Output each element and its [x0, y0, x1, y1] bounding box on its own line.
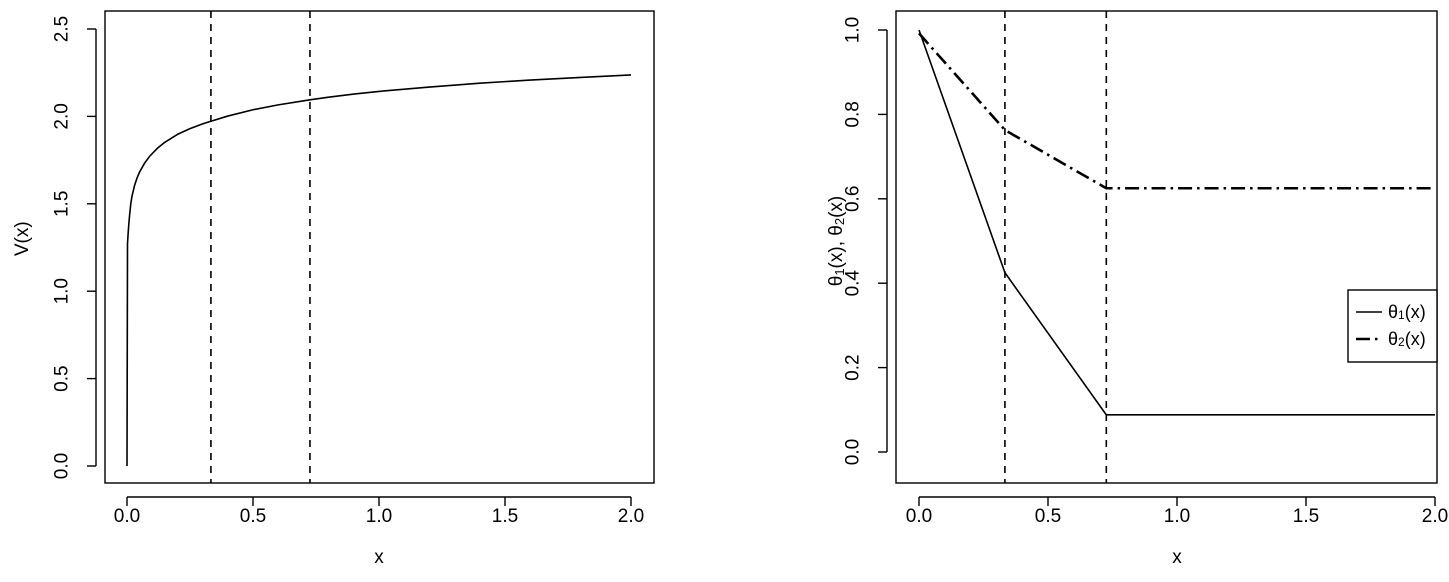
x-axis-title: x — [374, 547, 384, 568]
plot-box-right — [895, 10, 1438, 484]
x-tick-label: 2.0 — [1422, 506, 1448, 527]
series-line — [918, 32, 1435, 190]
x-tick-label: 0.5 — [1035, 506, 1061, 527]
x-tick-label: 2.0 — [618, 506, 644, 527]
plot-box-left — [104, 10, 655, 484]
data-series-left — [126, 74, 632, 467]
x-tick-label: 0.5 — [240, 506, 266, 527]
x-axis-title: x — [1172, 547, 1182, 568]
x-tick-label: 1.0 — [1164, 506, 1190, 527]
y-tick-label: 0.2 — [843, 354, 864, 380]
y-tick-label: 1.5 — [52, 191, 73, 217]
y-tick-label: 1.0 — [52, 278, 73, 304]
left-plot-svg: 0.0 0.5 1.0 1.5 2.0 0.0 0.5 1.0 1.5 2.0 2.5 x V(x) — [12, 10, 655, 568]
series-line — [918, 29, 1435, 416]
legend-label-2: θ2(x) — [1388, 329, 1426, 349]
y-tick-label: 1.0 — [843, 17, 864, 43]
vertical-reference-lines-right — [1004, 11, 1108, 483]
x-tick-label: 1.0 — [366, 506, 392, 527]
y-axis-title-text: θ1(x), θ2(x) — [826, 196, 848, 287]
y-tick-label: 0.5 — [52, 365, 73, 391]
x-tick-label: 1.5 — [1293, 506, 1319, 527]
x-tick-label: 0.0 — [906, 506, 932, 527]
x-axis-left: 0.0 0.5 1.0 1.5 2.0 — [114, 496, 644, 527]
y-axis-left: 0.0 0.5 1.0 1.5 2.0 2.5 — [52, 16, 97, 479]
y-axis-right: 0.0 0.2 0.4 0.6 0.8 1.0 — [843, 17, 888, 465]
chart-panel-left: 0.0 0.5 1.0 1.5 2.0 0.0 0.5 1.0 1.5 2.0 2.5 x V(x) — [0, 0, 724, 582]
legend-label-1: θ1(x) — [1388, 302, 1426, 322]
y-tick-label: 0.4 — [843, 270, 864, 297]
y-tick-label: 0.8 — [843, 101, 864, 127]
axis-labels-right: x θ1(x), θ2(x) — [826, 196, 1183, 568]
right-plot-svg: 0.0 0.5 1.0 1.5 2.0 0.0 0.2 0.4 0.6 0.8 1.0 θ1(x)… — [826, 10, 1448, 568]
y-axis-title: V(x) — [12, 221, 33, 256]
y-axis-title: θ1(x), θ2(x) — [826, 196, 848, 287]
legend-box[interactable] — [1347, 289, 1438, 363]
y-tick-label: 0.6 — [843, 186, 864, 212]
series-line — [126, 74, 632, 467]
y-tick-label: 0.0 — [52, 453, 73, 479]
plot-border — [895, 10, 1438, 484]
y-tick-label: 2.0 — [52, 103, 73, 129]
x-tick-label: 0.0 — [114, 506, 140, 527]
axis-labels-left: x V(x) — [12, 221, 384, 568]
plot-border — [104, 10, 655, 484]
y-tick-label: 2.5 — [52, 16, 73, 42]
vertical-reference-lines-left — [210, 11, 311, 483]
x-axis-right: 0.0 0.5 1.0 1.5 2.0 — [906, 496, 1448, 527]
y-tick-label: 0.0 — [843, 439, 864, 465]
x-tick-label: 1.5 — [492, 506, 518, 527]
chart-panel-right: 0.0 0.5 1.0 1.5 2.0 0.0 0.2 0.4 0.6 0.8 1.0 θ1(x)… — [724, 0, 1449, 582]
data-series-right — [918, 29, 1435, 416]
legend[interactable]: θ1(x) θ2(x) — [1347, 289, 1438, 363]
